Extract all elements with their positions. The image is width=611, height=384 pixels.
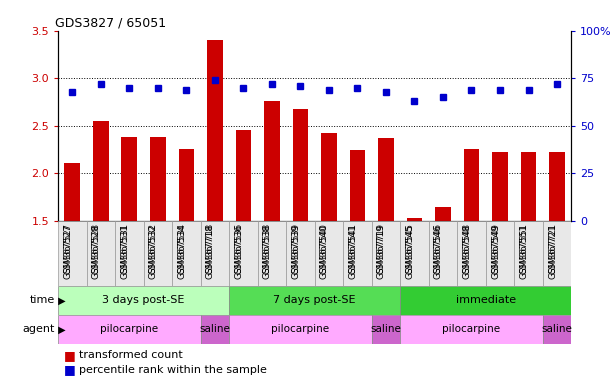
Text: GSM367527: GSM367527 [64, 224, 72, 279]
Text: ■: ■ [64, 349, 80, 362]
Bar [521, 152, 536, 221]
Text: GSM367538: GSM367538 [263, 224, 272, 279]
FancyBboxPatch shape [87, 221, 115, 286]
Bar [435, 207, 451, 221]
Text: pilocarpine: pilocarpine [271, 324, 329, 334]
FancyBboxPatch shape [144, 221, 172, 286]
Text: pilocarpine: pilocarpine [100, 324, 158, 334]
Text: GSM367546: GSM367546 [434, 223, 443, 274]
Text: GSM367551: GSM367551 [519, 223, 529, 274]
Bar [549, 152, 565, 221]
FancyBboxPatch shape [258, 221, 286, 286]
Bar [264, 101, 280, 221]
Bar [321, 133, 337, 221]
Bar [207, 40, 223, 221]
Text: GSM367534: GSM367534 [177, 224, 186, 279]
Text: saline: saline [541, 324, 573, 334]
Text: GSM367719: GSM367719 [377, 223, 386, 274]
FancyBboxPatch shape [286, 221, 315, 286]
Text: pilocarpine: pilocarpine [442, 324, 500, 334]
Bar [93, 121, 109, 221]
FancyBboxPatch shape [58, 221, 87, 286]
Text: GSM367538: GSM367538 [263, 223, 272, 274]
Text: time: time [30, 295, 55, 306]
Text: GDS3827 / 65051: GDS3827 / 65051 [56, 17, 167, 30]
Text: GSM367551: GSM367551 [519, 224, 529, 279]
Bar [236, 129, 251, 221]
Text: 7 days post-SE: 7 days post-SE [273, 295, 356, 306]
Text: GSM367545: GSM367545 [406, 223, 414, 274]
Text: GSM367718: GSM367718 [206, 223, 215, 274]
FancyBboxPatch shape [315, 221, 343, 286]
FancyBboxPatch shape [543, 315, 571, 344]
FancyBboxPatch shape [343, 221, 371, 286]
Text: agent: agent [23, 324, 55, 334]
Text: GSM367546: GSM367546 [434, 224, 443, 279]
Text: immediate: immediate [456, 295, 516, 306]
FancyBboxPatch shape [115, 221, 144, 286]
Bar [293, 109, 309, 221]
Text: GSM367541: GSM367541 [348, 223, 357, 274]
FancyBboxPatch shape [229, 221, 258, 286]
Text: GSM367718: GSM367718 [206, 224, 215, 279]
Bar [150, 137, 166, 221]
Text: GSM367528: GSM367528 [92, 224, 101, 279]
Bar [349, 151, 365, 221]
FancyBboxPatch shape [400, 221, 429, 286]
Text: ■: ■ [64, 363, 80, 376]
Text: 3 days post-SE: 3 days post-SE [103, 295, 185, 306]
Text: GSM367548: GSM367548 [463, 223, 472, 274]
Text: GSM367721: GSM367721 [548, 223, 557, 274]
Text: GSM367719: GSM367719 [377, 224, 386, 279]
Text: GSM367528: GSM367528 [92, 223, 101, 274]
FancyBboxPatch shape [58, 286, 229, 315]
Text: ▶: ▶ [55, 324, 65, 334]
Text: percentile rank within the sample: percentile rank within the sample [79, 365, 267, 375]
Text: GSM367548: GSM367548 [463, 224, 472, 279]
Text: GSM367534: GSM367534 [177, 223, 186, 274]
FancyBboxPatch shape [229, 286, 400, 315]
Text: GSM367527: GSM367527 [64, 223, 72, 274]
Text: GSM367536: GSM367536 [235, 224, 243, 279]
Text: transformed count: transformed count [79, 350, 183, 360]
Text: GSM367532: GSM367532 [149, 224, 158, 279]
Text: GSM367545: GSM367545 [406, 224, 414, 279]
Text: GSM367539: GSM367539 [291, 223, 301, 274]
FancyBboxPatch shape [172, 221, 200, 286]
FancyBboxPatch shape [486, 221, 514, 286]
Bar [464, 149, 480, 221]
Text: ▶: ▶ [55, 295, 65, 306]
Text: GSM367721: GSM367721 [548, 224, 557, 279]
FancyBboxPatch shape [200, 315, 229, 344]
Bar [407, 218, 422, 221]
Bar [378, 138, 394, 221]
FancyBboxPatch shape [200, 221, 229, 286]
Text: GSM367539: GSM367539 [291, 224, 301, 279]
Bar [65, 163, 80, 221]
Text: GSM367531: GSM367531 [120, 224, 130, 279]
Text: GSM367540: GSM367540 [320, 224, 329, 279]
FancyBboxPatch shape [543, 221, 571, 286]
Bar [492, 152, 508, 221]
FancyBboxPatch shape [429, 221, 457, 286]
FancyBboxPatch shape [371, 315, 400, 344]
FancyBboxPatch shape [58, 315, 200, 344]
Text: saline: saline [199, 324, 230, 334]
FancyBboxPatch shape [371, 221, 400, 286]
Text: saline: saline [370, 324, 401, 334]
FancyBboxPatch shape [400, 315, 543, 344]
Text: GSM367532: GSM367532 [149, 223, 158, 274]
FancyBboxPatch shape [457, 221, 486, 286]
FancyBboxPatch shape [514, 221, 543, 286]
Text: GSM367549: GSM367549 [491, 224, 500, 279]
Text: GSM367536: GSM367536 [235, 223, 243, 274]
Bar [178, 149, 194, 221]
Text: GSM367531: GSM367531 [120, 223, 130, 274]
FancyBboxPatch shape [400, 286, 571, 315]
Text: GSM367540: GSM367540 [320, 223, 329, 274]
FancyBboxPatch shape [229, 315, 371, 344]
Bar [122, 137, 137, 221]
Text: GSM367541: GSM367541 [348, 224, 357, 279]
Text: GSM367549: GSM367549 [491, 223, 500, 274]
